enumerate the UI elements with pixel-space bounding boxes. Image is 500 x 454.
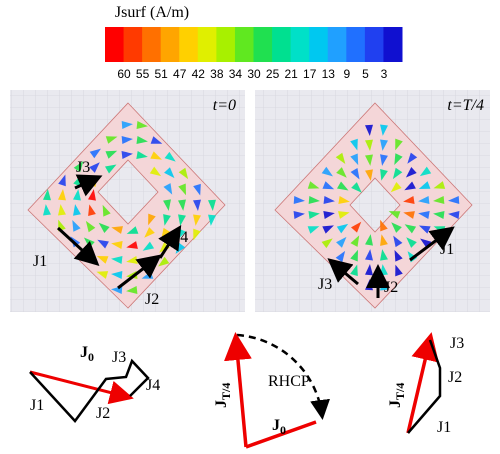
colorbar-cell: [216, 27, 235, 62]
colorbar-cell: [346, 27, 365, 62]
j-label: J1: [437, 419, 451, 436]
colorbar-cell: [328, 27, 347, 62]
diagram-middle: J0 RHCP JT/4: [213, 335, 322, 447]
jt-label: JT/4: [387, 383, 407, 408]
colorbar-label: 3: [381, 67, 388, 81]
j-label: J4: [146, 377, 160, 394]
colorbar-label: 25: [266, 67, 280, 81]
j-label: J2: [145, 291, 159, 308]
colorbar-cell: [124, 27, 143, 62]
colorbar-cell: [198, 27, 217, 62]
j-label: J2: [96, 405, 110, 422]
j-label: J3: [112, 349, 126, 366]
colorbar-cell: [365, 27, 384, 62]
time-label: t=0: [213, 97, 236, 114]
colorbar: [105, 27, 403, 62]
colorbar-cell: [179, 27, 198, 62]
colorbar-cell: [235, 27, 254, 62]
colorbar-label: 47: [173, 67, 187, 81]
colorbar-cell: [291, 27, 310, 62]
j-label: J4: [174, 229, 188, 246]
colorbar-cell: [272, 27, 291, 62]
rhcp-label: RHCP: [268, 373, 310, 390]
colorbar-cell: [383, 27, 402, 62]
jt-label: JT/4: [213, 383, 233, 408]
colorbar-cell: [105, 27, 124, 62]
colorbar-label: 5: [362, 67, 369, 81]
figure: Jsurf (A/m) 605551474238343025211713953 …: [0, 0, 500, 454]
j-label: J1: [33, 253, 47, 270]
colorbar-label: 21: [284, 67, 298, 81]
j-label: J2: [448, 369, 462, 386]
colorbar-label: 60: [117, 67, 131, 81]
j-label: J1: [30, 397, 44, 414]
j-label: J1: [440, 241, 454, 258]
diagram-left: J0 J3 J4 J1 J2: [30, 344, 160, 422]
colorbar-cell: [142, 27, 161, 62]
colorbar-title: Jsurf (A/m): [115, 4, 189, 21]
colorbar-label: 17: [303, 67, 317, 81]
j-label: J3: [318, 276, 332, 293]
colorbar-cell: [161, 27, 180, 62]
colorbar-cell: [254, 27, 273, 62]
time-label: t=T/4: [447, 97, 484, 114]
j-label: J3: [76, 159, 90, 176]
colorbar-label: 38: [210, 67, 224, 81]
colorbar-label: 30: [247, 67, 261, 81]
j-label: J2: [384, 279, 398, 296]
colorbar-label: 34: [229, 67, 243, 81]
colorbar-label: 55: [136, 67, 150, 81]
colorbar-label: 9: [344, 67, 351, 81]
j-label: J3: [450, 335, 464, 352]
colorbar-label: 13: [322, 67, 336, 81]
colorbar-label: 42: [192, 67, 206, 81]
diagram-right: J3 J2 J1 JT/4: [387, 335, 464, 436]
colorbar-cell: [309, 27, 328, 62]
colorbar-label: 51: [154, 67, 168, 81]
j0-label: J0: [80, 344, 94, 364]
